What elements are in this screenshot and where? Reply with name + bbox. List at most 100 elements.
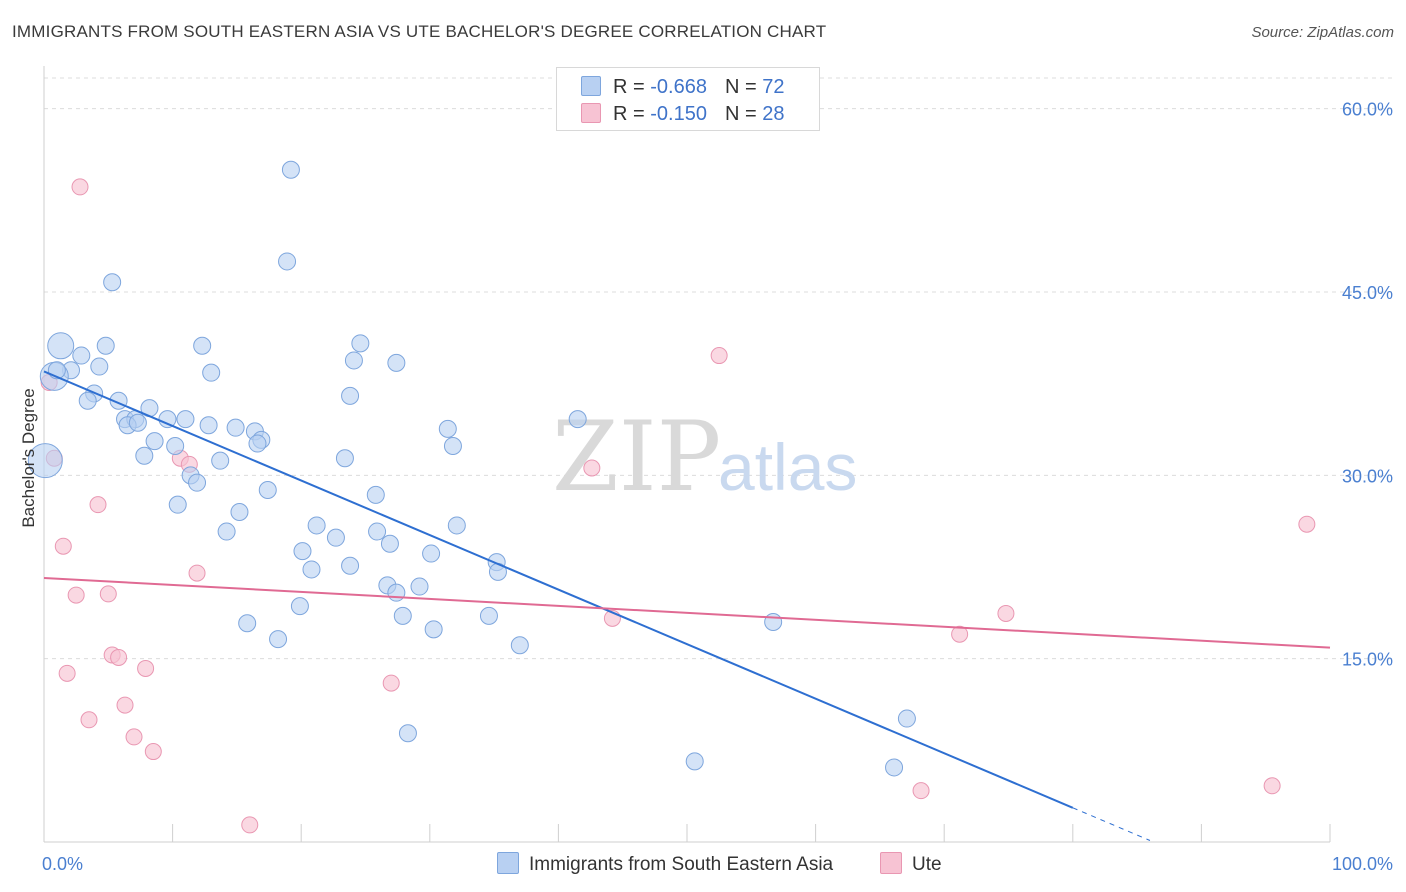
ute-point <box>58 664 76 682</box>
sea-trend-line <box>43 370 1074 809</box>
sea-point <box>443 437 462 455</box>
sea-point <box>510 636 529 655</box>
ute-point <box>241 816 259 834</box>
legend-swatch-sea <box>581 76 601 96</box>
sea-point <box>90 357 109 376</box>
sea-point <box>193 336 212 355</box>
sea-point <box>326 528 345 547</box>
legend-row-ute: R = -0.150 N = 28 <box>581 103 784 126</box>
sea-point <box>202 363 221 382</box>
sea-point <box>302 560 321 579</box>
sea-point <box>387 353 406 372</box>
sea-point <box>211 451 230 470</box>
legend-box: R = -0.668 N = 72 R = -0.150 N = 28 <box>556 67 820 131</box>
legend-r-label: R = <box>613 76 651 98</box>
bottom-legend-label-sea: Immigrants from South Eastern Asia <box>529 854 834 875</box>
sea-point <box>290 597 309 616</box>
ute-point <box>110 648 128 666</box>
sea-point <box>166 437 185 455</box>
sea-point <box>424 620 443 639</box>
sea-point <box>199 416 218 435</box>
ute-point <box>188 564 206 582</box>
sea-point <box>398 724 417 743</box>
ute-point <box>382 674 400 692</box>
ute-point <box>99 585 117 603</box>
sea-point <box>168 495 187 514</box>
sea-point <box>47 332 75 360</box>
sea-point <box>281 160 300 179</box>
sea-point <box>438 419 457 438</box>
ute-point <box>71 178 89 196</box>
sea-points <box>27 160 916 777</box>
legend-n-label: N = <box>724 103 763 125</box>
bottom-legend-swatch-ute <box>880 852 902 874</box>
ute-trend-line <box>43 577 1331 649</box>
sea-point <box>335 449 354 468</box>
sea-point <box>341 556 360 575</box>
sea-point <box>176 410 195 429</box>
sea-point <box>293 542 312 561</box>
sea-point <box>410 577 429 596</box>
sea-point <box>27 443 63 479</box>
sea-point <box>278 252 297 271</box>
sea-point <box>188 473 207 492</box>
sea-point <box>248 434 267 453</box>
legend-r-value-sea: -0.668 <box>650 76 707 98</box>
sea-point <box>447 516 466 535</box>
sea-trend-extension <box>1072 807 1151 841</box>
trend-lines <box>43 370 1331 841</box>
ute-point <box>951 625 969 643</box>
grid-lines <box>44 77 1394 660</box>
sea-point <box>269 630 288 649</box>
chart-title: IMMIGRANTS FROM SOUTH EASTERN ASIA VS UT… <box>12 22 827 41</box>
bottom-legend-ute: Ute <box>880 852 942 876</box>
sea-point <box>685 752 704 771</box>
sea-point <box>897 709 916 728</box>
sea-point <box>258 481 277 499</box>
ute-point <box>997 604 1015 622</box>
sea-point <box>158 410 177 429</box>
sea-point <box>341 386 360 405</box>
sea-point <box>422 544 441 563</box>
y-tick-label: 15.0% <box>1342 650 1393 670</box>
ute-point <box>54 537 72 555</box>
x-tick-label: 100.0% <box>1332 854 1393 874</box>
y-axis-label: Bachelor's Degree <box>19 388 38 527</box>
sea-point <box>230 503 249 521</box>
sea-point <box>96 336 115 355</box>
sea-point <box>217 522 236 541</box>
tick-labels: 15.0% 30.0% 45.0% 60.0% 0.0% 100.0% <box>42 100 1393 874</box>
sea-point <box>226 418 245 437</box>
sea-point <box>72 346 91 365</box>
legend-n-label: N = <box>724 76 763 98</box>
sea-point <box>568 410 587 429</box>
legend-n-value-ute: 28 <box>762 103 785 125</box>
sea-point <box>351 334 370 353</box>
sea-point <box>764 613 783 631</box>
y-tick-label: 45.0% <box>1342 283 1393 303</box>
y-tick-label: 30.0% <box>1342 466 1393 486</box>
sea-point <box>380 534 399 553</box>
ute-point <box>125 728 143 746</box>
y-tick-label: 60.0% <box>1342 100 1393 120</box>
ute-point <box>1298 515 1316 533</box>
ute-point <box>67 586 85 604</box>
legend-swatch-ute <box>581 103 601 123</box>
sea-point <box>103 273 122 292</box>
sea-point <box>885 758 904 777</box>
sea-point <box>366 485 385 504</box>
ute-point <box>583 459 601 477</box>
watermark-atlas: atlas <box>718 430 857 504</box>
sea-point <box>145 432 164 451</box>
legend-row-sea: R = -0.668 N = 72 <box>581 76 784 99</box>
bottom-legend-sea: Immigrants from South Eastern Asia <box>497 852 833 876</box>
ute-point <box>116 696 134 714</box>
sea-point <box>393 606 412 625</box>
legend-r-value-ute: -0.150 <box>650 103 707 125</box>
bottom-legend-swatch-sea <box>497 852 519 874</box>
ute-point <box>710 347 728 365</box>
ute-point <box>89 496 107 514</box>
sea-point <box>387 583 406 602</box>
legend-n-value-sea: 72 <box>762 76 785 98</box>
ute-point <box>80 711 98 729</box>
